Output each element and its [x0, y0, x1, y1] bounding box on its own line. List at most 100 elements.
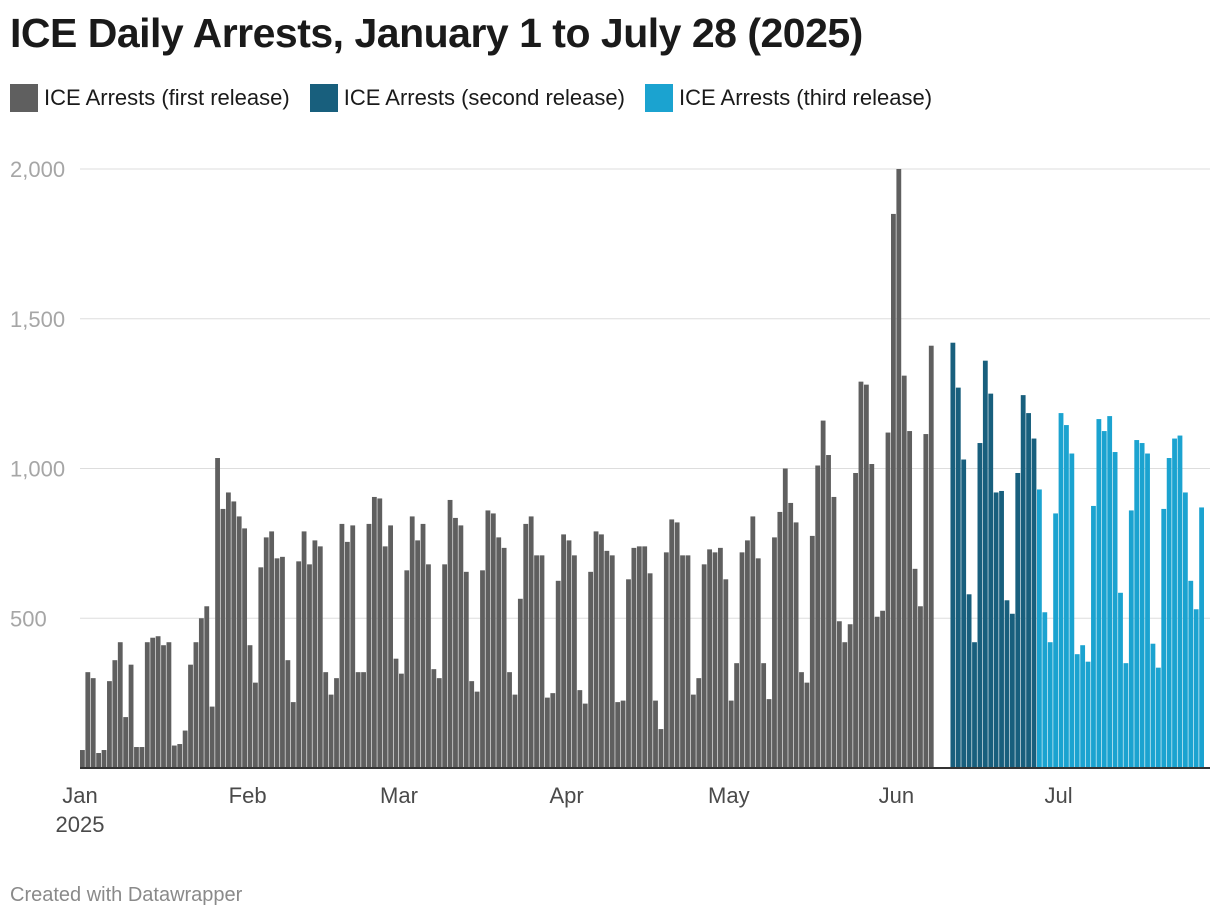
bar	[788, 502, 794, 768]
bar	[1096, 419, 1102, 768]
bar	[826, 455, 831, 768]
bar	[501, 547, 507, 768]
x-tick-label: Apr	[549, 783, 583, 808]
bar	[604, 550, 610, 768]
legend-item-first-release: ICE Arrests (first release)	[10, 84, 290, 112]
x-tick-label: Jan	[62, 783, 97, 808]
bar	[171, 745, 177, 768]
bar	[1139, 443, 1145, 768]
bar	[1036, 489, 1042, 768]
bar	[1107, 416, 1113, 768]
bar	[636, 546, 642, 768]
bar	[350, 525, 356, 768]
bar	[696, 678, 702, 768]
bar	[339, 523, 345, 768]
bar	[458, 525, 464, 768]
bar	[685, 555, 691, 768]
bar	[1177, 435, 1183, 768]
bar	[274, 558, 280, 768]
bar	[361, 672, 366, 768]
bar	[631, 547, 637, 768]
y-tick-label: 500	[10, 606, 47, 631]
bar	[874, 616, 880, 768]
bar	[334, 678, 339, 768]
bar	[907, 431, 913, 768]
bar	[723, 579, 729, 768]
bar	[842, 642, 848, 768]
y-tick-label: 2,000	[10, 157, 65, 182]
bar	[717, 547, 723, 768]
bar	[642, 546, 648, 768]
bar	[469, 681, 475, 768]
bar	[496, 537, 502, 768]
bar	[253, 682, 258, 768]
bar	[447, 499, 453, 768]
bar	[242, 528, 248, 768]
bar	[793, 522, 799, 768]
bar	[701, 564, 707, 768]
bar	[388, 525, 393, 768]
legend-label-second-release: ICE Arrests (second release)	[343, 85, 625, 110]
bar	[436, 678, 442, 768]
bar	[139, 747, 145, 768]
bar	[804, 682, 810, 768]
bar	[442, 564, 448, 768]
bar	[426, 564, 431, 768]
bar	[599, 534, 604, 768]
bar	[1080, 645, 1086, 768]
bar	[885, 432, 891, 768]
bar	[626, 579, 631, 768]
bar	[307, 564, 312, 768]
bar	[317, 546, 323, 768]
bar	[371, 496, 377, 768]
bar	[761, 663, 767, 768]
bar	[544, 697, 550, 768]
bar	[653, 700, 658, 768]
bar	[993, 492, 999, 768]
bar	[809, 535, 815, 768]
bar	[512, 694, 518, 768]
bar	[745, 540, 750, 768]
legend-item-second-release: ICE Arrests (second release)	[309, 84, 625, 112]
bar	[480, 570, 485, 768]
bar	[485, 510, 491, 768]
legend-label-third-release: ICE Arrests (third release)	[678, 85, 933, 110]
bar	[836, 621, 842, 768]
legend-swatch-third-release	[644, 84, 673, 112]
bar	[193, 642, 199, 768]
bar	[561, 534, 567, 768]
bar	[382, 546, 388, 768]
bar	[204, 606, 210, 768]
bar	[1009, 613, 1015, 768]
bar	[1042, 612, 1048, 768]
bar	[918, 606, 923, 768]
bar-chart: 500 1,000 1,500 2,000 Jan 2025 Feb Mar Apr May Ju…	[10, 157, 1210, 837]
x-tick-label: May	[708, 783, 750, 808]
bar	[609, 555, 615, 768]
legend-item-third-release: ICE Arrests (third release)	[644, 84, 933, 112]
bar	[1031, 438, 1037, 768]
bar	[323, 672, 329, 768]
bar	[896, 169, 902, 768]
bar	[831, 496, 837, 768]
bar	[420, 523, 426, 768]
bar	[1182, 492, 1188, 768]
bar	[225, 492, 231, 768]
chart-title: ICE Daily Arrests, January 1 to July 28 …	[10, 10, 863, 56]
bar	[231, 501, 237, 768]
bar	[739, 552, 745, 768]
bar	[901, 375, 907, 768]
bar	[377, 498, 383, 768]
bar	[258, 567, 264, 768]
bar	[712, 552, 718, 768]
y-tick-label: 1,000	[10, 457, 65, 482]
bar	[950, 342, 956, 768]
bar	[1145, 453, 1150, 768]
bar	[863, 384, 869, 768]
bar	[328, 694, 334, 768]
bar	[431, 669, 437, 768]
bar	[1101, 431, 1107, 768]
bar	[409, 516, 415, 768]
bar	[490, 513, 496, 768]
bar	[220, 508, 226, 768]
